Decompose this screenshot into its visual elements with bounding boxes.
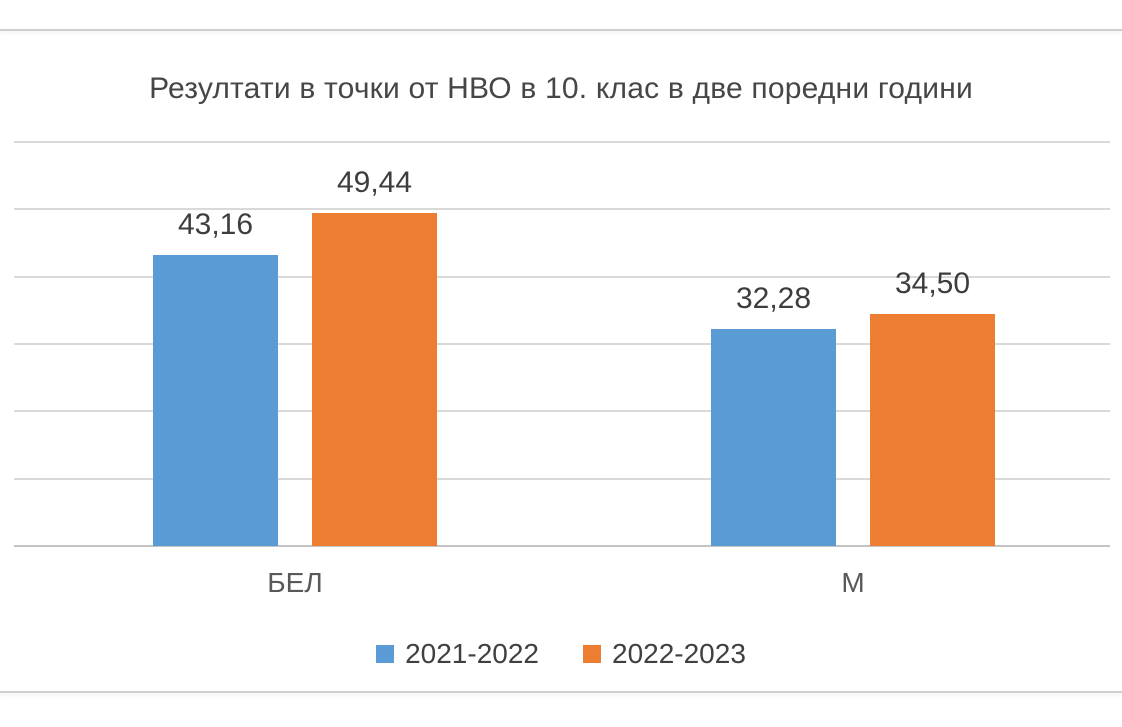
gridline <box>14 275 1110 278</box>
chart-bottom-border <box>0 691 1122 693</box>
legend-label: 2021-2022 <box>405 638 539 669</box>
chart-top-border <box>0 29 1122 31</box>
category-label-М: М <box>841 567 865 598</box>
bar-2022-2023-БЕЛ <box>312 213 437 546</box>
chart-title: Резултати в точки от НВО в 10. клас в дв… <box>149 72 973 105</box>
gridline <box>14 477 1110 480</box>
bar-data-label: 49,44 <box>336 166 413 200</box>
bar-2021-2022-БЕЛ <box>153 255 278 546</box>
legend-item-2022-2023: 2022-2023 <box>583 638 746 670</box>
gridline <box>14 141 1110 143</box>
legend: 2021-2022 2022-2023 <box>0 638 1122 670</box>
gridline <box>14 208 1110 211</box>
gridline <box>14 343 1110 345</box>
category-axis-line <box>14 545 1110 547</box>
gridline <box>14 410 1110 413</box>
bar-data-label: 32,28 <box>735 281 812 315</box>
bar-2022-2023-М <box>870 313 995 546</box>
bar-data-label: 34,50 <box>894 266 971 300</box>
bar-2021-2022-М <box>711 328 836 546</box>
legend-swatch-icon <box>583 645 601 663</box>
legend-item-2021-2022: 2021-2022 <box>376 638 539 670</box>
bar-data-label: 43,16 <box>177 208 254 242</box>
legend-swatch-icon <box>376 645 395 663</box>
category-label-БЕЛ: БЕЛ <box>267 567 323 598</box>
legend-label: 2022-2023 <box>612 638 746 669</box>
